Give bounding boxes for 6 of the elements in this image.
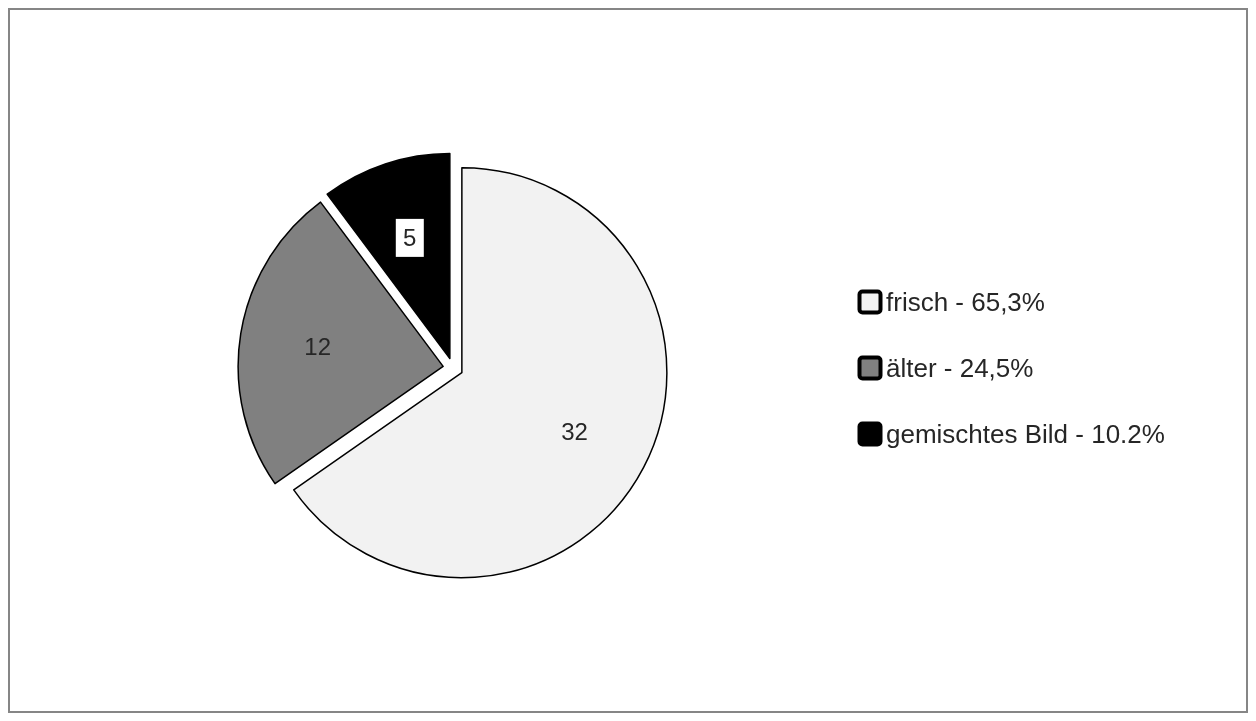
data-label: 12 bbox=[304, 332, 332, 360]
data-label: 5 bbox=[403, 224, 417, 252]
legend-label: frisch - 65,3% bbox=[886, 287, 1045, 317]
legend-label: gemischtes Bild - 10.2% bbox=[886, 419, 1165, 449]
data-label: 32 bbox=[561, 417, 588, 445]
legend-label: älter - 24,5% bbox=[886, 353, 1034, 383]
